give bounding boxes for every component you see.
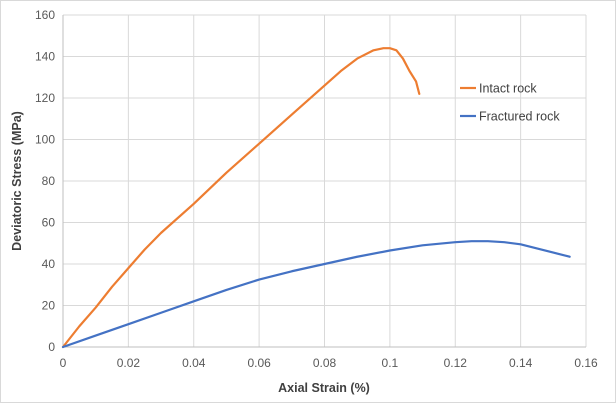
legend-label: Intact rock — [479, 82, 537, 96]
x-tick-label: 0.12 — [444, 356, 468, 370]
y-tick-label: 40 — [42, 257, 56, 271]
y-tick-label: 0 — [48, 340, 55, 354]
legend: Intact rock Fractured rock — [460, 82, 560, 124]
x-tick-label: 0.02 — [117, 356, 141, 370]
axes — [62, 15, 586, 348]
x-tick-label: 0.1 — [382, 356, 399, 370]
x-tick-label: 0.04 — [182, 356, 206, 370]
series-line-fractured-rock — [61, 240, 571, 349]
y-tick-label: 80 — [42, 174, 56, 188]
tick-labels: 0 20 40 60 80 100 120 140 160 0 0.02 0.04 0.06 0.08 0.… — [35, 8, 598, 370]
y-tick-label: 120 — [35, 91, 55, 105]
x-tick-label: 0.08 — [313, 356, 337, 370]
x-tick-label: 0.06 — [247, 356, 271, 370]
y-axis-title: Deviatoric Stress (MPa) — [10, 111, 24, 251]
x-tick-label: 0.14 — [509, 356, 533, 370]
y-tick-label: 100 — [35, 133, 55, 147]
x-tick-label: 0 — [60, 356, 67, 370]
y-tick-label: 140 — [35, 50, 55, 64]
y-tick-label: 160 — [35, 8, 55, 22]
legend-label: Fractured rock — [479, 110, 560, 124]
y-tick-label: 20 — [42, 299, 56, 313]
grid-lines — [63, 14, 587, 347]
x-tick-label: 0.16 — [574, 356, 598, 370]
y-tick-label: 60 — [42, 216, 56, 230]
series-lines — [61, 47, 571, 349]
x-axis-title: Axial Strain (%) — [278, 381, 370, 395]
series-line-intact-rock — [61, 47, 421, 349]
